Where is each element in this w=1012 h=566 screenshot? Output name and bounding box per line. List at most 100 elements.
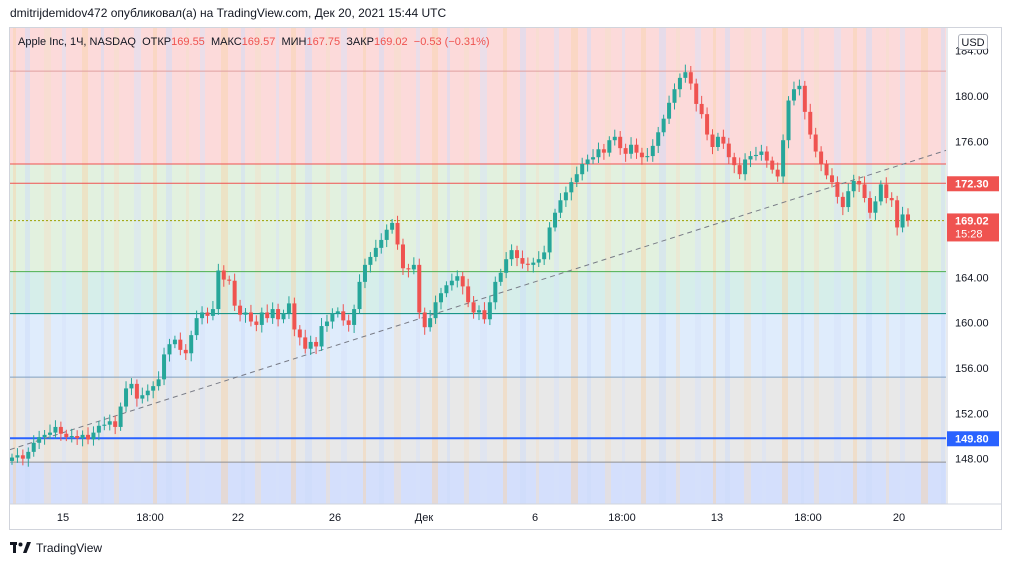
price-label-text: 172.30 bbox=[955, 178, 989, 190]
candle-body bbox=[406, 268, 411, 270]
candle-body bbox=[183, 349, 188, 354]
zone-band-5 bbox=[10, 438, 946, 463]
session-stripe bbox=[394, 28, 401, 504]
session-stripe bbox=[853, 28, 857, 504]
y-tick-label: 156.00 bbox=[955, 363, 989, 375]
candle-body bbox=[221, 270, 226, 280]
y-tick-label: 164.00 bbox=[955, 272, 989, 284]
candle-body bbox=[715, 136, 720, 147]
candle-body bbox=[210, 309, 215, 316]
session-stripe bbox=[221, 28, 228, 504]
candle-body bbox=[699, 103, 704, 115]
candle-body bbox=[791, 89, 796, 101]
candle-body bbox=[585, 159, 590, 164]
candle-body bbox=[846, 191, 851, 208]
session-stripe bbox=[886, 28, 889, 504]
candle-body bbox=[477, 310, 482, 313]
session-stripe bbox=[801, 28, 804, 504]
candle-body bbox=[694, 83, 699, 104]
candle-body bbox=[753, 154, 758, 157]
candle-body bbox=[759, 151, 764, 155]
candle-body bbox=[75, 436, 80, 439]
candle-body bbox=[862, 184, 867, 198]
candle-body bbox=[26, 451, 31, 459]
x-tick-label: 18:00 bbox=[794, 512, 822, 524]
candle-body bbox=[124, 388, 129, 407]
session-stripe bbox=[554, 28, 559, 504]
candle-body bbox=[629, 144, 634, 154]
legend-change: −0.53 (−0.31%) bbox=[413, 36, 490, 48]
candle-body bbox=[542, 252, 547, 260]
y-tick-label: 160.00 bbox=[955, 318, 989, 330]
candle-body bbox=[520, 258, 525, 264]
session-stripe bbox=[134, 28, 141, 504]
candle-body bbox=[813, 134, 818, 152]
session-stripe bbox=[622, 28, 625, 504]
session-stripe bbox=[866, 28, 872, 504]
session-stripe bbox=[114, 28, 119, 504]
legend-low-value: 167.75 bbox=[306, 36, 341, 48]
candle-body bbox=[319, 326, 324, 347]
session-stripe bbox=[166, 28, 172, 504]
candle-body bbox=[656, 132, 661, 146]
candle-body bbox=[48, 432, 53, 435]
session-stripe bbox=[695, 28, 701, 504]
tradingview-logo-icon bbox=[10, 542, 31, 553]
legend-symbol[interactable]: Apple Inc, 1Ч, NASDAQ bbox=[18, 36, 136, 48]
session-stripe bbox=[432, 28, 438, 504]
candle-body bbox=[80, 434, 85, 439]
session-stripe bbox=[255, 28, 261, 504]
session-stripe bbox=[814, 28, 819, 504]
candle-body bbox=[91, 432, 96, 440]
candle-body bbox=[308, 341, 313, 349]
y-tick-label: 148.00 bbox=[955, 454, 989, 466]
legend-close-label: ЗАКР bbox=[346, 36, 374, 48]
candle-body bbox=[276, 309, 281, 320]
candle-body bbox=[368, 256, 373, 265]
candle-body bbox=[493, 281, 498, 303]
candle-body bbox=[449, 280, 454, 286]
candle-body bbox=[58, 426, 63, 434]
session-stripe bbox=[25, 28, 30, 504]
session-stripe bbox=[200, 28, 205, 504]
candle-body bbox=[618, 136, 623, 149]
candle-body bbox=[455, 276, 460, 281]
candle-body bbox=[743, 159, 748, 175]
x-tick-label: 22 bbox=[232, 512, 244, 524]
chart-frame[interactable] bbox=[9, 27, 1002, 530]
candle-body bbox=[292, 303, 297, 330]
candle-body bbox=[357, 281, 362, 310]
session-stripe bbox=[587, 28, 591, 504]
candle-body bbox=[270, 309, 275, 319]
candle-body bbox=[732, 157, 737, 166]
candle-body bbox=[460, 276, 465, 287]
candle-body bbox=[829, 175, 834, 183]
session-stripe bbox=[659, 28, 666, 504]
candle-body bbox=[243, 312, 248, 315]
candle-body bbox=[748, 156, 753, 160]
candle-body bbox=[362, 264, 367, 282]
candle-body bbox=[683, 72, 688, 78]
x-tick-label: 15 bbox=[57, 512, 69, 524]
candle-body bbox=[612, 136, 617, 141]
candle-body bbox=[303, 337, 308, 349]
session-stripe bbox=[941, 28, 945, 504]
candle-body bbox=[335, 311, 340, 314]
candle-body bbox=[824, 164, 829, 176]
session-stripe bbox=[536, 28, 539, 504]
candle-body bbox=[667, 102, 672, 119]
candle-body bbox=[515, 250, 520, 259]
y-tick-label: 152.00 bbox=[955, 408, 989, 420]
candle-body bbox=[330, 313, 335, 322]
candle-body bbox=[471, 302, 476, 313]
candle-body bbox=[205, 312, 210, 316]
candle-body bbox=[873, 201, 878, 213]
currency-button[interactable]: USD bbox=[958, 34, 988, 50]
zone-band-0 bbox=[10, 28, 946, 164]
candle-body bbox=[525, 263, 530, 265]
candle-body bbox=[384, 229, 389, 240]
session-stripe bbox=[464, 28, 469, 504]
candle-body bbox=[194, 318, 199, 336]
candle-body bbox=[498, 272, 503, 282]
